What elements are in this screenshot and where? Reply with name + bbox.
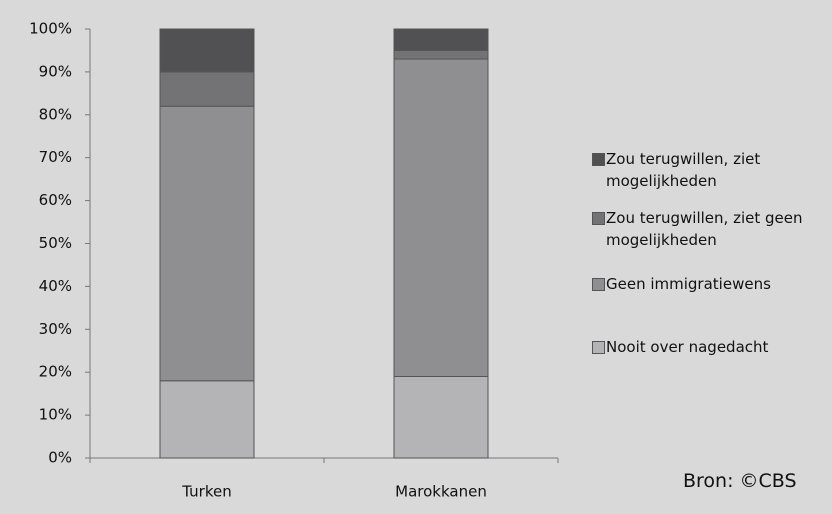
bar-segment [393,28,489,51]
y-tick-label: 0% [48,449,72,467]
legend-swatch [592,212,605,225]
y-tick-label: 20% [39,363,72,381]
legend-label: Zou terugwillen, ziet geen mogelijkheden [606,209,803,249]
y-tick-label: 10% [39,406,72,424]
bar-segment [159,380,255,459]
y-tick-label: 70% [39,148,72,166]
y-tick-label: 40% [39,277,72,295]
y-tick-label: 50% [39,234,72,252]
legend-swatch [592,341,605,354]
source-note: Bron: ©CBS [683,470,797,492]
y-tick-label: 100% [29,20,72,38]
legend-swatch [592,278,605,291]
y-tick-label: 60% [39,191,72,209]
y-tick-label: 30% [39,320,72,338]
bar-segment [393,58,489,377]
x-tick-label: Marokkanen [395,483,487,501]
legend-label: Zou terugwillen, ziet mogelijkheden [606,150,761,190]
legend-label: Nooit over nagedacht [606,338,769,356]
bar-segment [159,105,255,382]
legend-label: Geen immigratiewens [606,275,771,293]
bar-segment [393,375,489,459]
bar-segment [393,49,489,60]
y-tick-label: 90% [39,62,72,80]
x-tick-label: Turken [181,483,231,501]
legend-swatch [592,153,605,166]
y-tick-label: 80% [39,105,72,123]
bar-segment [159,28,255,73]
bar-segment [159,71,255,107]
